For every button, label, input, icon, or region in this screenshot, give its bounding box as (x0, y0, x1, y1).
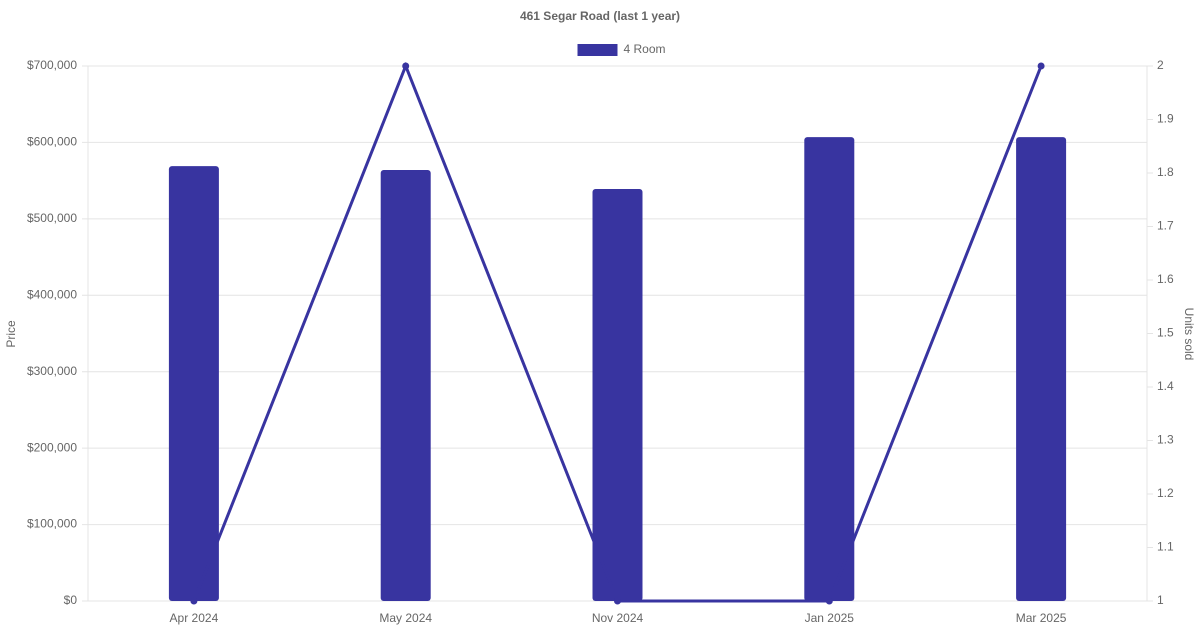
y-tick-label: $100,000 (27, 517, 77, 531)
y2-tick-label: 1.5 (1157, 326, 1174, 340)
x-tick-label: Jan 2025 (805, 611, 855, 625)
point (1037, 62, 1045, 70)
legend-label: 4 Room (624, 42, 666, 56)
bar (380, 169, 431, 601)
y-tick-label: $600,000 (27, 135, 77, 149)
y2-tick-label: 1.1 (1157, 540, 1174, 554)
bar (804, 137, 855, 602)
y2-tick-label: 1.4 (1157, 379, 1174, 393)
bar (168, 166, 219, 601)
point (402, 62, 410, 70)
y2-tick-label: 1 (1157, 593, 1164, 607)
y-tick-label: $200,000 (27, 440, 77, 454)
y2-tick-label: 2 (1157, 58, 1164, 72)
y2-tick-label: 1.6 (1157, 272, 1174, 286)
x-tick-label: Mar 2025 (1016, 611, 1067, 625)
y-tick-label: $300,000 (27, 364, 77, 378)
x-tick-label: Apr 2024 (170, 611, 219, 625)
y2-tick-label: 1.3 (1157, 433, 1174, 447)
y-tick-label: $0 (64, 593, 78, 607)
y-tick-label: $700,000 (27, 58, 77, 72)
point (190, 597, 198, 605)
chart-title: 461 Segar Road (last 1 year) (520, 9, 680, 23)
point (614, 597, 621, 605)
legend-swatch (577, 44, 618, 56)
y-tick-label: $400,000 (27, 287, 77, 301)
y-tick-label: $500,000 (27, 211, 77, 225)
y2-axis-title: Units sold (1182, 308, 1196, 361)
y-axis-title: Price (4, 320, 18, 348)
y2-tick-label: 1.9 (1157, 112, 1174, 126)
y2-tick-label: 1.8 (1157, 165, 1174, 179)
x-tick-label: May 2024 (379, 611, 432, 625)
x-tick-label: Nov 2024 (592, 611, 644, 625)
point (825, 597, 833, 605)
y2-tick-label: 1.2 (1157, 486, 1174, 500)
bar (592, 189, 643, 602)
bar (1016, 137, 1067, 602)
y2-tick-label: 1.7 (1157, 219, 1174, 233)
